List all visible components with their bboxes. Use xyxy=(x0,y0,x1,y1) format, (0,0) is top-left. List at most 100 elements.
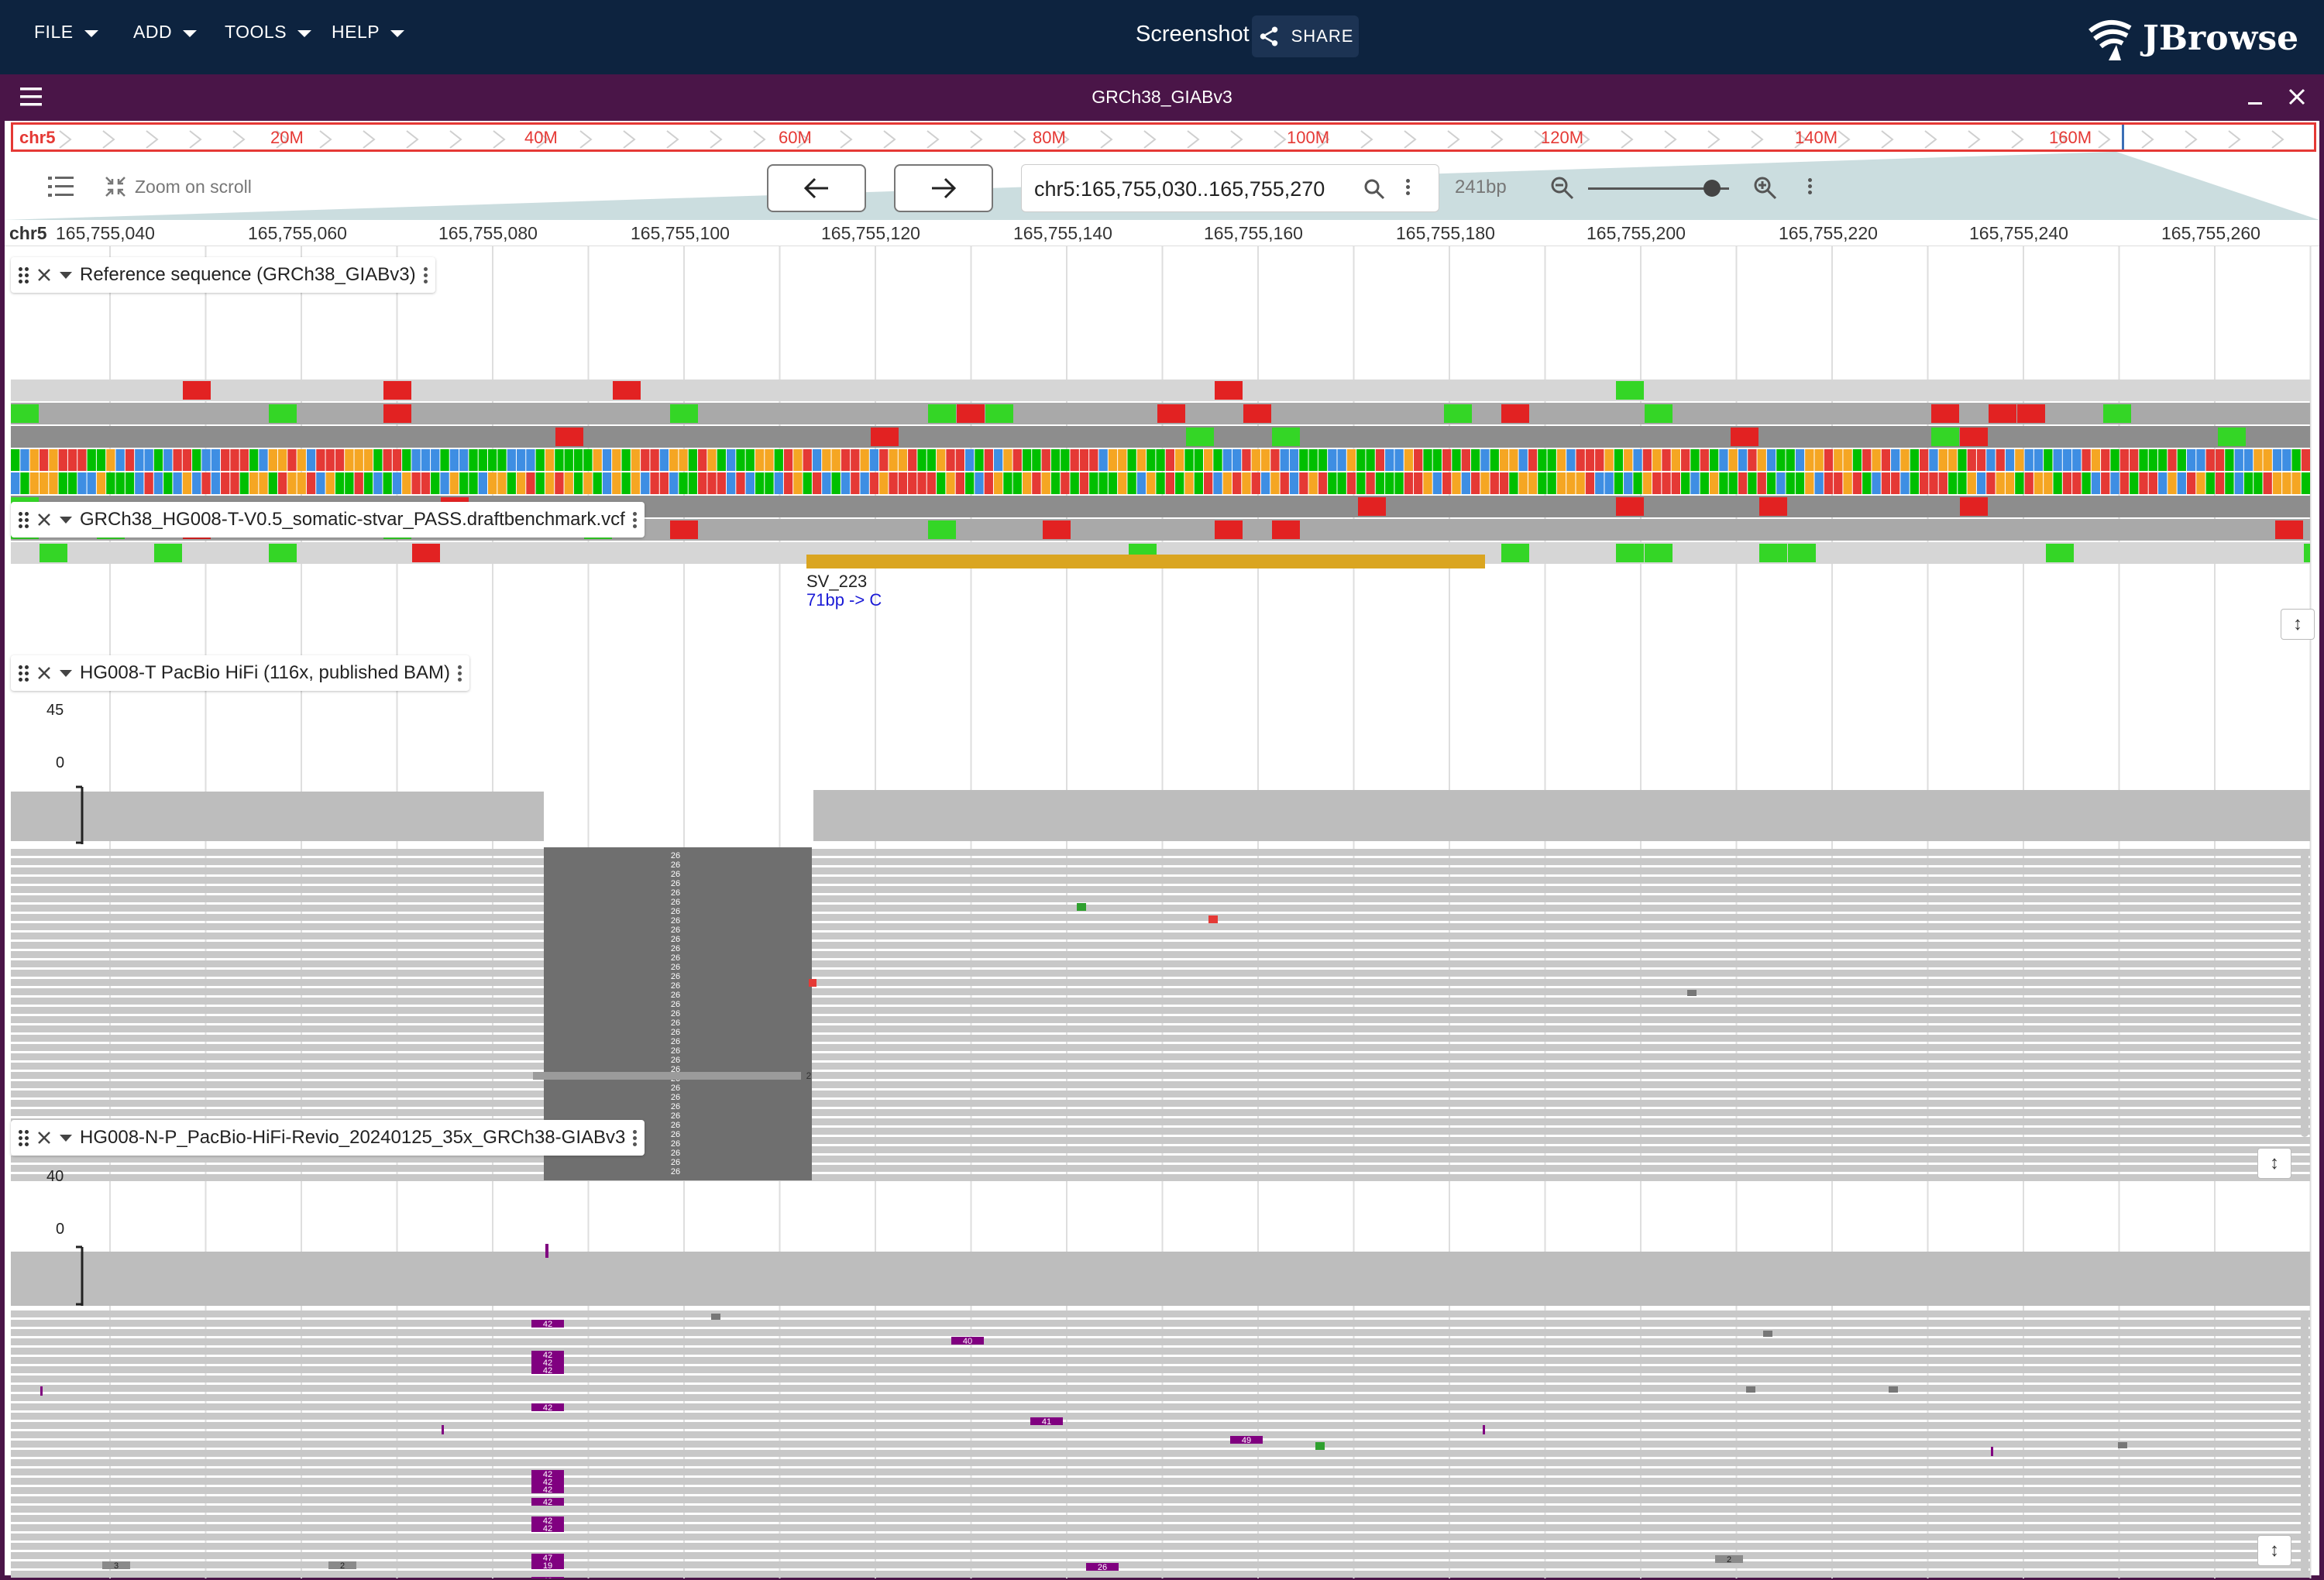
scale-bar[interactable]: chr5 165,755,040 165,755,060 165,755,080… xyxy=(5,220,2319,246)
deletion-length-label: 26 xyxy=(671,1028,680,1037)
close-track-icon[interactable] xyxy=(36,665,52,681)
insertion-box xyxy=(1030,1417,1063,1425)
location-input[interactable]: chr5:165,755,030..165,755,270 xyxy=(1034,177,1325,201)
track-label-tumor-bam[interactable]: HG008-T PacBio HiFi (116x, published BAM… xyxy=(11,655,469,691)
base-cell xyxy=(1260,449,1270,471)
track-title: HG008-T PacBio HiFi (116x, published BAM… xyxy=(80,662,450,683)
track-title: GRCh38_HG008-T-V0.5_somatic-stvar_PASS.d… xyxy=(80,509,625,530)
minimize-icon[interactable] xyxy=(2245,87,2267,108)
location-search-box[interactable]: chr5:165,755,030..165,755,270 xyxy=(1021,164,1439,212)
overview-tick-label: 60M xyxy=(779,128,812,147)
base-cell xyxy=(765,449,774,471)
base-cell xyxy=(993,472,1003,494)
sv-feature-bar[interactable] xyxy=(806,555,1485,568)
translation-frame-row xyxy=(11,426,2310,448)
drag-handle-icon[interactable] xyxy=(19,266,29,283)
tumor-alignments-track[interactable]: 2626262626262626262626262626262626262626… xyxy=(11,696,2310,1183)
coverage-bar xyxy=(11,1252,2310,1306)
base-cell xyxy=(2168,449,2177,471)
zoom-slider[interactable] xyxy=(1588,180,1729,197)
start-codon xyxy=(1645,544,1673,562)
menu-tools[interactable]: TOOLS xyxy=(225,22,312,43)
overview-chevron xyxy=(1057,130,1070,149)
stop-codon xyxy=(1616,497,1644,516)
overview-tick-label: 100M xyxy=(1287,128,1330,147)
base-cell xyxy=(1585,472,1595,494)
normal-alignments-track[interactable]: 424242424242424242424247194240414926322 xyxy=(11,1160,2310,1578)
pan-right-button[interactable] xyxy=(894,164,993,212)
drag-handle-icon[interactable] xyxy=(19,1129,29,1146)
pan-left-button[interactable] xyxy=(767,164,866,212)
base-cell xyxy=(1318,449,1328,471)
base-cell xyxy=(1948,449,1958,471)
track-selector-icon[interactable] xyxy=(48,175,74,198)
base-cell xyxy=(1098,449,1108,471)
base-cell xyxy=(1738,449,1748,471)
drag-handle-icon[interactable] xyxy=(19,511,29,528)
zoom-out-icon[interactable] xyxy=(1549,175,1576,201)
scale-tick: 165,755,200 xyxy=(1587,223,1686,243)
view-menu-icon[interactable] xyxy=(20,87,43,107)
view-options-icon[interactable] xyxy=(1808,178,1812,194)
zoom-on-scroll-icon[interactable] xyxy=(104,175,127,198)
base-cell xyxy=(1156,449,1165,471)
deletion-length-label: 26 xyxy=(671,879,680,888)
collapse-track-icon[interactable] xyxy=(60,1134,72,1142)
read xyxy=(11,1329,2310,1336)
track-menu-icon[interactable] xyxy=(632,511,637,528)
base-cell xyxy=(717,472,726,494)
track-title: Reference sequence (GRCh38_GIABv3) xyxy=(80,264,416,285)
close-track-icon[interactable] xyxy=(36,512,52,527)
track-height-button[interactable]: ↕ xyxy=(2257,1148,2291,1179)
chromosome-overview[interactable]: chr5 20M 40M 60M 80M 100M 120M 140M 160M xyxy=(11,122,2316,152)
base-cell xyxy=(755,472,765,494)
track-label-vcf[interactable]: GRCh38_HG008-T-V0.5_somatic-stvar_PASS.d… xyxy=(11,502,645,538)
share-button[interactable]: SHARE xyxy=(1252,15,1359,57)
read xyxy=(11,1137,2310,1144)
read xyxy=(11,1007,2310,1014)
base-cell xyxy=(125,472,135,494)
session-title[interactable]: Screenshot xyxy=(1136,22,1250,46)
location-menu-icon[interactable] xyxy=(1406,179,1410,195)
track-height-button[interactable]: ↕ xyxy=(2257,1535,2291,1566)
collapse-track-icon[interactable] xyxy=(60,516,72,524)
base-cell xyxy=(488,449,497,471)
base-cell xyxy=(2168,472,2177,494)
track-menu-icon[interactable] xyxy=(457,665,462,682)
track-menu-icon[interactable] xyxy=(633,1129,638,1146)
base-cell xyxy=(345,449,354,471)
start-codon xyxy=(1788,544,1816,562)
base-cell xyxy=(2148,449,2157,471)
read xyxy=(11,1496,2310,1503)
base-cell xyxy=(803,449,812,471)
close-track-icon[interactable] xyxy=(36,267,52,283)
insertion-length-label: 42 xyxy=(543,1478,552,1487)
read xyxy=(11,1571,2310,1578)
base-cell xyxy=(87,472,96,494)
close-track-icon[interactable] xyxy=(36,1130,52,1146)
base-cell xyxy=(1958,449,1967,471)
track-height-button[interactable]: ↕ xyxy=(2281,609,2315,640)
track-label-reference[interactable]: Reference sequence (GRCh38_GIABv3) xyxy=(11,257,435,293)
insertion-length-label: 42 xyxy=(543,1577,552,1578)
zoom-slider-thumb[interactable] xyxy=(1703,180,1721,197)
read xyxy=(11,923,2310,930)
overview-chevron xyxy=(2271,130,2284,149)
base-cell xyxy=(1671,449,1680,471)
collapse-track-icon[interactable] xyxy=(60,669,72,677)
track-label-normal-bam[interactable]: HG008-N-P_PacBio-HiFi-Revio_20240125_35x… xyxy=(11,1120,645,1156)
collapse-track-icon[interactable] xyxy=(60,271,72,279)
menu-file[interactable]: FILE xyxy=(34,22,98,43)
share-icon xyxy=(1260,26,1277,46)
search-icon[interactable] xyxy=(1363,177,1386,201)
menu-help[interactable]: HELP xyxy=(332,22,405,43)
insertion-length-label: 42 xyxy=(543,1351,552,1360)
drag-handle-icon[interactable] xyxy=(19,665,29,682)
menu-add[interactable]: ADD xyxy=(133,22,198,43)
start-codon xyxy=(1186,428,1214,446)
zoom-in-icon[interactable] xyxy=(1752,175,1779,201)
close-view-icon[interactable] xyxy=(2287,87,2309,108)
track-menu-icon[interactable] xyxy=(423,266,428,283)
base-cell xyxy=(2005,472,2015,494)
zoom-on-scroll-label[interactable]: Zoom on scroll xyxy=(135,177,252,197)
